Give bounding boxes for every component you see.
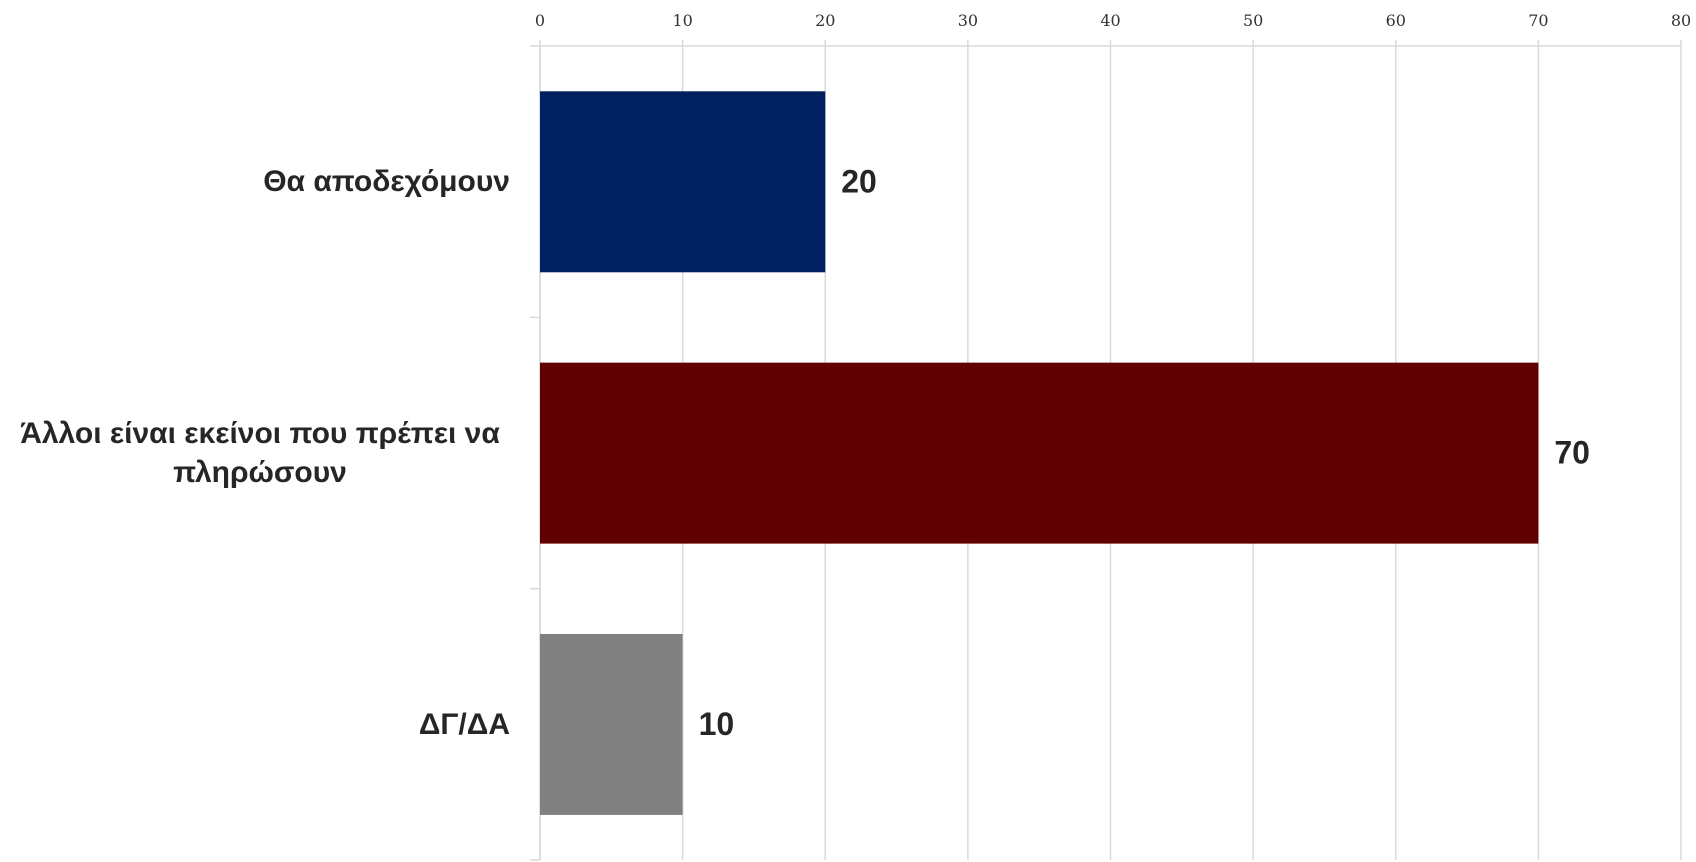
- category-label-box: Θα αποδεχόμουν: [0, 46, 510, 317]
- bar: [540, 633, 683, 815]
- x-tick-label: 30: [958, 11, 978, 30]
- y-tick-label: Θα αποδεχόμουν: [263, 165, 510, 199]
- x-tick-label: 60: [1386, 11, 1406, 30]
- value-label: 20: [841, 163, 877, 199]
- y-tick-label: ΔΓ/ΔΑ: [418, 707, 510, 741]
- bar: [540, 91, 826, 273]
- x-tick-label: 0: [535, 11, 545, 30]
- x-tick-label: 70: [1528, 11, 1548, 30]
- x-tick-label: 20: [815, 11, 835, 30]
- value-label: 70: [1554, 435, 1590, 471]
- x-tick-label: 10: [672, 11, 692, 30]
- category-label-box: Άλλοι είναι εκείνοι που πρέπει να πληρώσ…: [0, 317, 510, 588]
- category-label-box: ΔΓ/ΔΑ: [0, 589, 510, 860]
- value-label: 10: [699, 706, 735, 742]
- bar: [540, 362, 1539, 544]
- x-tick-label: 80: [1671, 11, 1691, 30]
- x-tick-label: 50: [1243, 11, 1263, 30]
- y-tick-label: Άλλοι είναι εκείνοι που πρέπει να πληρώσ…: [20, 416, 500, 489]
- x-tick-label: 40: [1100, 11, 1120, 30]
